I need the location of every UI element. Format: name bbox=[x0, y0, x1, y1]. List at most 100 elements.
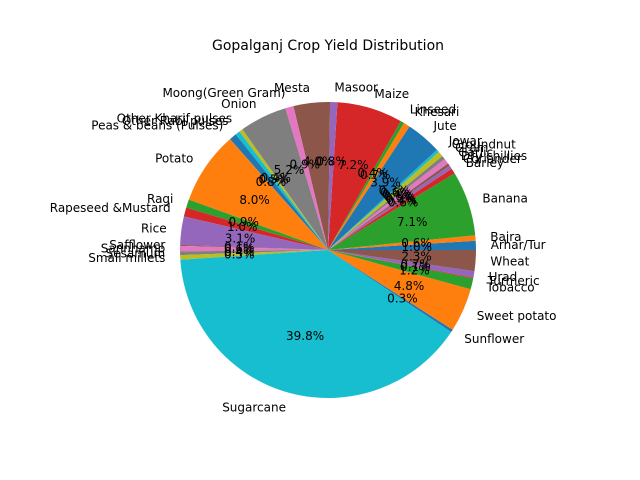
slice-label-sesamum: Sesamum bbox=[106, 247, 166, 261]
slice-label-bajra: Bajra bbox=[490, 230, 521, 244]
pie-slice-moong-green-gram bbox=[285, 106, 328, 250]
percent-label-coriander: 0.4% bbox=[386, 193, 417, 207]
pie-slice-turmeric bbox=[328, 250, 474, 279]
slice-label-jowar: Jowar bbox=[448, 134, 482, 148]
pie-slice-garlic bbox=[328, 158, 449, 250]
pie-slice-masoor bbox=[328, 102, 338, 250]
percent-label-other-kharif-pulses: 0.4% bbox=[260, 171, 291, 185]
slice-label-urad: Urad bbox=[489, 270, 518, 284]
slice-label-sugarcane: Sugarcane bbox=[222, 400, 286, 414]
percent-label-other-rabi-pulses: 0.5% bbox=[258, 173, 289, 187]
percent-label-jute: 3.9% bbox=[370, 175, 401, 189]
percent-label-banana: 7.1% bbox=[397, 215, 428, 229]
pie-slice-jowar bbox=[328, 149, 439, 250]
slice-label-moong-green-gram: Moong(Green Gram) bbox=[162, 86, 285, 100]
slice-label-peas-beans-pulses: Peas & beans (Pulses) bbox=[91, 118, 223, 132]
pie-slice-peas-beans-pulses bbox=[230, 134, 328, 250]
pie-slice-urad bbox=[328, 250, 475, 278]
slice-label-potato: Potato bbox=[155, 152, 193, 166]
pie-slices bbox=[180, 101, 476, 399]
percent-label-tobacco: 1.2% bbox=[399, 263, 430, 277]
slice-label-small-millets: Small millets bbox=[88, 251, 165, 265]
percent-label-masoor: 0.8% bbox=[316, 154, 347, 168]
pie-slice-banana bbox=[328, 173, 476, 250]
slice-label-maize: Maize bbox=[374, 87, 409, 101]
slice-label-other-rabi-pulses: Other Rabi pulses bbox=[122, 114, 229, 128]
pie-slice-safflower bbox=[180, 244, 328, 250]
pie-slice-jute bbox=[328, 126, 437, 250]
slice-label-rice: Rice bbox=[141, 222, 167, 236]
slice-label-wheat: Wheat bbox=[490, 255, 529, 269]
slice-label-sunflower: Sunflower bbox=[464, 332, 524, 346]
slice-label-linseed: Linseed bbox=[410, 102, 456, 116]
pie-slice-groundnut bbox=[328, 151, 443, 250]
percent-label-sesamum: 0.4% bbox=[224, 245, 255, 259]
percent-label-sunflower: 0.3% bbox=[387, 292, 418, 306]
slice-label-tobacco: Tobacco bbox=[486, 280, 535, 294]
slice-label-ragi: Ragi bbox=[147, 192, 173, 206]
pie-slice-sesamum bbox=[180, 250, 328, 256]
slice-label-garlic: Garlic bbox=[458, 145, 493, 159]
slice-label-turmeric: Turmeric bbox=[487, 274, 540, 288]
slice-label-other-kharif-pulses: Other Kharif pulses bbox=[117, 111, 232, 125]
slice-label-onion: Onion bbox=[221, 97, 256, 111]
pie-slice-khesari bbox=[328, 123, 410, 250]
percent-label-onion: 5.2% bbox=[274, 163, 305, 177]
percent-label-rice: 3.1% bbox=[225, 231, 256, 245]
slice-label-coriander: Coriander bbox=[463, 152, 522, 166]
percent-label-barley: 0.6% bbox=[388, 196, 419, 210]
pie-slice-gram bbox=[328, 156, 445, 250]
chart-title: Gopalganj Crop Yield Distribution bbox=[212, 38, 444, 54]
percent-label-wheat: 2.3% bbox=[401, 249, 432, 263]
pie-slice-barley bbox=[328, 168, 455, 250]
slice-label-rapeseed-mustard: Rapeseed &Mustard bbox=[50, 201, 171, 215]
percent-label-garlic: 0.6% bbox=[384, 190, 415, 204]
pie-slice-sweet-potato bbox=[328, 250, 471, 330]
pie-slice-dry-chillies bbox=[328, 163, 450, 250]
pie-slice-rice bbox=[180, 216, 328, 250]
percent-label-bajra: 0.6% bbox=[401, 236, 432, 250]
slice-label-khesari: Khesari bbox=[415, 105, 460, 119]
percent-label-turmeric: 0.1% bbox=[400, 260, 431, 274]
pie-slice-ragi bbox=[186, 199, 328, 250]
slice-label-sweet-potato: Sweet potato bbox=[477, 309, 557, 323]
slice-label-barley: Barley bbox=[466, 156, 504, 170]
percent-label-urad: 0.7% bbox=[400, 258, 431, 272]
pie-slice-other-rabi-pulses bbox=[235, 131, 328, 250]
percent-label-khesari: 0.7% bbox=[360, 168, 391, 182]
percent-label-gram: 0.4% bbox=[382, 188, 413, 202]
percent-label-maize: 7.2% bbox=[338, 158, 369, 172]
slice-label-jute: Jute bbox=[433, 119, 457, 133]
pie-slice-sunflower bbox=[328, 250, 453, 333]
pie-slice-other-kharif-pulses bbox=[239, 129, 328, 250]
slice-label-masoor: Masoor bbox=[334, 80, 378, 94]
percent-label-potato: 8.0% bbox=[239, 193, 270, 207]
pie-slice-linseed bbox=[328, 121, 404, 250]
slice-label-gram: Gram bbox=[455, 141, 488, 155]
percent-label-arhar-tur: 1.0% bbox=[402, 240, 433, 254]
pie-slice-sannhamp bbox=[180, 245, 328, 252]
pie-slice-maize bbox=[328, 102, 401, 250]
percent-label-mesta: 4.0% bbox=[303, 155, 334, 169]
pie-slice-arhar-tur bbox=[328, 240, 476, 250]
slice-label-sannhamp: Sannhamp bbox=[101, 242, 165, 256]
pie-slice-potato bbox=[188, 139, 328, 250]
percent-label-safflower: 0.1% bbox=[224, 240, 255, 254]
percent-label-moong-green-gram: 0.9% bbox=[290, 157, 321, 171]
pie-slice-sugarcane bbox=[180, 250, 452, 399]
percent-label-jowar: 0.3% bbox=[379, 184, 410, 198]
percent-label-sannhamp: 0.6% bbox=[224, 242, 255, 256]
pie-slice-wheat bbox=[328, 250, 476, 272]
percent-label-linseed: 0.4% bbox=[357, 166, 388, 180]
pie-slice-tobacco bbox=[328, 250, 474, 290]
pie-slice-bajra bbox=[328, 235, 476, 250]
slice-label-groundnut: Groundnut bbox=[452, 137, 516, 151]
pie-slice-coriander bbox=[328, 165, 452, 250]
percent-label-sweet-potato: 4.8% bbox=[394, 279, 425, 293]
percent-label-groundnut: 0.6% bbox=[380, 185, 411, 199]
percent-label-ragi: 0.9% bbox=[228, 215, 259, 229]
pie-slice-rapeseed-mustard bbox=[183, 207, 328, 250]
percent-label-sugarcane: 39.8% bbox=[286, 329, 324, 343]
